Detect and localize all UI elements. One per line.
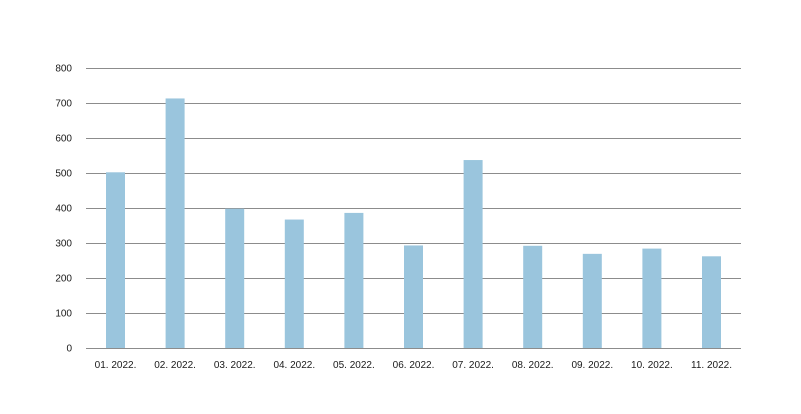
bar-1 — [106, 172, 125, 348]
x-tick-label: 05. 2022. — [333, 360, 375, 371]
x-tick-label: 02. 2022. — [154, 360, 196, 371]
x-tick-label: 04. 2022. — [273, 360, 315, 371]
bar-2 — [165, 98, 185, 348]
x-tick-label: 06. 2022. — [393, 360, 435, 371]
y-tick-label: 200 — [55, 274, 72, 285]
x-tick-label: 03. 2022. — [214, 360, 256, 371]
x-axis-tick-labels: 01. 2022. 02. 2022. 03. 2022. 04. 2022. 05. … — [95, 360, 732, 371]
bar-5 — [344, 212, 364, 348]
bar-6 — [404, 245, 423, 348]
y-axis-tick-labels: 0 100 200 300 400 500 600 700 800 — [55, 64, 72, 355]
y-tick-label: 400 — [55, 204, 72, 215]
x-tick-label: 08. 2022. — [512, 360, 554, 371]
bar-8 — [523, 245, 543, 348]
x-tick-label: 09. 2022. — [571, 360, 613, 371]
bars — [106, 98, 721, 348]
y-tick-label: 0 — [66, 344, 72, 355]
bar-4 — [284, 219, 304, 348]
y-tick-label: 100 — [55, 309, 72, 320]
y-tick-label: 800 — [55, 64, 72, 75]
y-tick-label: 600 — [55, 134, 72, 145]
y-tick-label: 500 — [55, 169, 72, 180]
y-gridlines — [86, 68, 741, 349]
bar-11 — [702, 256, 721, 348]
bar-7 — [463, 160, 483, 348]
y-tick-label: 300 — [55, 239, 72, 250]
y-tick-label: 700 — [55, 99, 72, 110]
bar-10 — [642, 248, 662, 348]
bar-3 — [225, 208, 245, 348]
bar-9 — [582, 253, 602, 348]
x-tick-label: 11. 2022. — [691, 360, 732, 371]
x-tick-label: 10. 2022. — [631, 360, 673, 371]
x-tick-label: 07. 2022. — [452, 360, 494, 371]
x-tick-label: 01. 2022. — [95, 360, 137, 371]
